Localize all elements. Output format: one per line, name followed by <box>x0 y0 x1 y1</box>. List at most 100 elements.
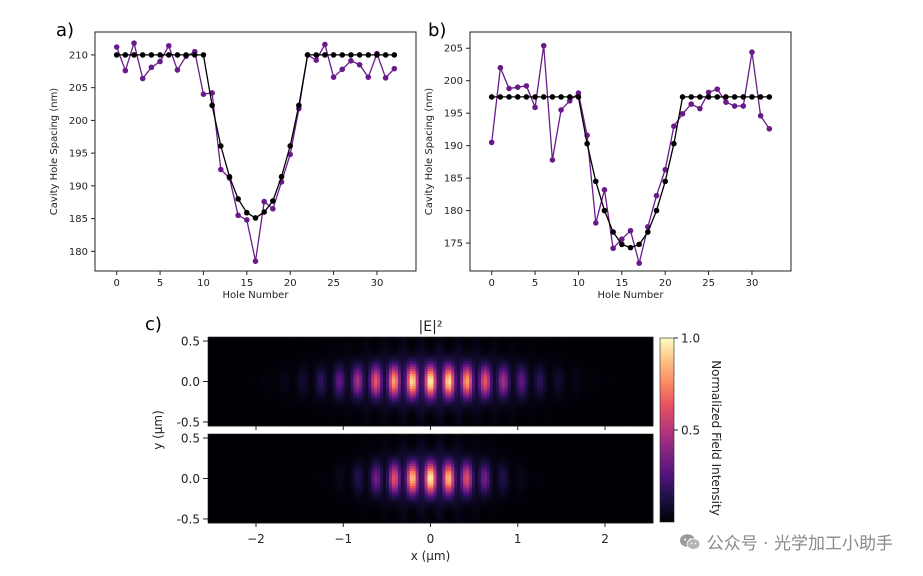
heatmap-cell <box>430 388 434 392</box>
heatmap-cell <box>549 341 553 345</box>
heatmap-cell <box>317 359 322 363</box>
heatmap-cell <box>519 411 523 415</box>
heatmap-cell <box>213 346 218 350</box>
heatmap-cell <box>581 349 586 353</box>
heatmap-cell <box>632 401 636 405</box>
heatmap-cell <box>305 337 310 340</box>
heatmap-cell <box>240 351 244 355</box>
heatmap-cell <box>477 401 482 405</box>
heatmap-cell <box>469 381 473 385</box>
heatmap-cell <box>359 383 363 387</box>
heatmap-cell <box>237 361 242 365</box>
heatmap-cell <box>483 361 488 365</box>
heatmap-cell <box>335 411 339 415</box>
heatmap-cell <box>483 388 488 392</box>
heatmap-cell <box>240 354 244 358</box>
heatmap-cell <box>380 388 384 392</box>
heatmap-cell <box>472 411 476 415</box>
heatmap-cell <box>620 383 624 387</box>
heatmap-cell <box>605 351 609 355</box>
heatmap-cell <box>629 396 633 400</box>
heatmap-cell <box>611 346 615 350</box>
heatmap-cell <box>635 337 639 340</box>
heatmap-cell <box>463 374 467 377</box>
heatmap-cell <box>489 356 494 360</box>
heatmap-cell <box>614 361 618 365</box>
heatmap-cell <box>572 374 577 377</box>
heatmap-cell <box>611 386 615 390</box>
heatmap-cell <box>466 401 470 405</box>
heatmap-cell <box>282 388 286 392</box>
heatmap-cell <box>486 401 491 405</box>
heatmap-cell <box>335 383 339 387</box>
heatmap-cell <box>335 361 339 365</box>
heatmap-cell <box>276 341 280 345</box>
heatmap-cell <box>492 393 497 397</box>
heatmap-cell <box>644 401 648 405</box>
heatmap-cell <box>566 351 571 355</box>
heatmap-cell <box>572 371 577 375</box>
heatmap-cell <box>299 393 304 397</box>
heatmap-cell <box>543 406 547 410</box>
heatmap-cell <box>380 366 384 370</box>
y-tick-label: 175 <box>444 239 463 250</box>
heatmap-cell <box>234 369 239 373</box>
heatmap-cell <box>231 349 236 353</box>
heatmap-cell <box>528 341 532 345</box>
heatmap-cell <box>522 349 526 353</box>
heatmap-cell <box>356 411 360 415</box>
heatmap-cell <box>623 361 627 365</box>
heatmap-cell <box>359 401 363 405</box>
heatmap-cell <box>581 379 586 382</box>
heatmap-cell <box>540 408 544 412</box>
heatmap-cell <box>421 381 425 385</box>
heatmap-cell <box>285 344 289 348</box>
heatmap-cell <box>291 403 295 407</box>
heatmap-cell <box>451 339 455 343</box>
heatmap-cell <box>406 337 411 340</box>
data-point <box>575 90 582 96</box>
heatmap-cell <box>451 346 455 350</box>
heatmap-cell <box>620 366 624 370</box>
heatmap-cell <box>320 356 325 360</box>
heatmap-cell <box>486 376 491 380</box>
heatmap-cell <box>614 391 618 395</box>
heatmap-cell <box>391 411 396 415</box>
heatmap-cell <box>611 369 615 373</box>
heatmap-cell <box>611 388 615 392</box>
heatmap-cell <box>519 388 523 392</box>
heatmap-cell <box>463 364 467 368</box>
heatmap-cell <box>469 398 473 402</box>
heatmap-cell <box>317 393 322 397</box>
heatmap-cell <box>519 408 523 412</box>
heatmap-cell <box>466 344 470 348</box>
heatmap-cell <box>273 339 277 343</box>
heatmap-cell <box>644 391 648 395</box>
heatmap-cell <box>513 406 517 410</box>
heatmap-cell <box>383 354 387 358</box>
heatmap-cell <box>412 339 417 343</box>
heatmap-cell <box>427 364 431 368</box>
heatmap-cell <box>359 369 363 373</box>
heatmap-cell <box>543 354 547 358</box>
heatmap-cell <box>400 379 405 382</box>
heatmap-cell <box>552 411 556 415</box>
data-point <box>278 173 285 180</box>
heatmap-cell <box>374 413 378 417</box>
heatmap-cell <box>590 354 595 358</box>
heatmap-cell <box>501 391 506 395</box>
heatmap-cell <box>222 386 227 390</box>
heatmap-cell <box>308 351 313 355</box>
heatmap-cell <box>608 403 612 407</box>
heatmap-cell <box>602 366 606 370</box>
heatmap-cell <box>297 391 301 395</box>
heatmap-cell <box>320 369 325 373</box>
data-point <box>244 209 250 216</box>
heatmap-cell <box>341 401 345 405</box>
heatmap-cell <box>558 349 562 353</box>
heatmap-cell <box>534 379 538 382</box>
heatmap-cell <box>516 376 520 380</box>
heatmap-cell <box>353 369 357 373</box>
heatmap-cell <box>288 391 292 395</box>
heatmap-cell <box>475 351 479 355</box>
